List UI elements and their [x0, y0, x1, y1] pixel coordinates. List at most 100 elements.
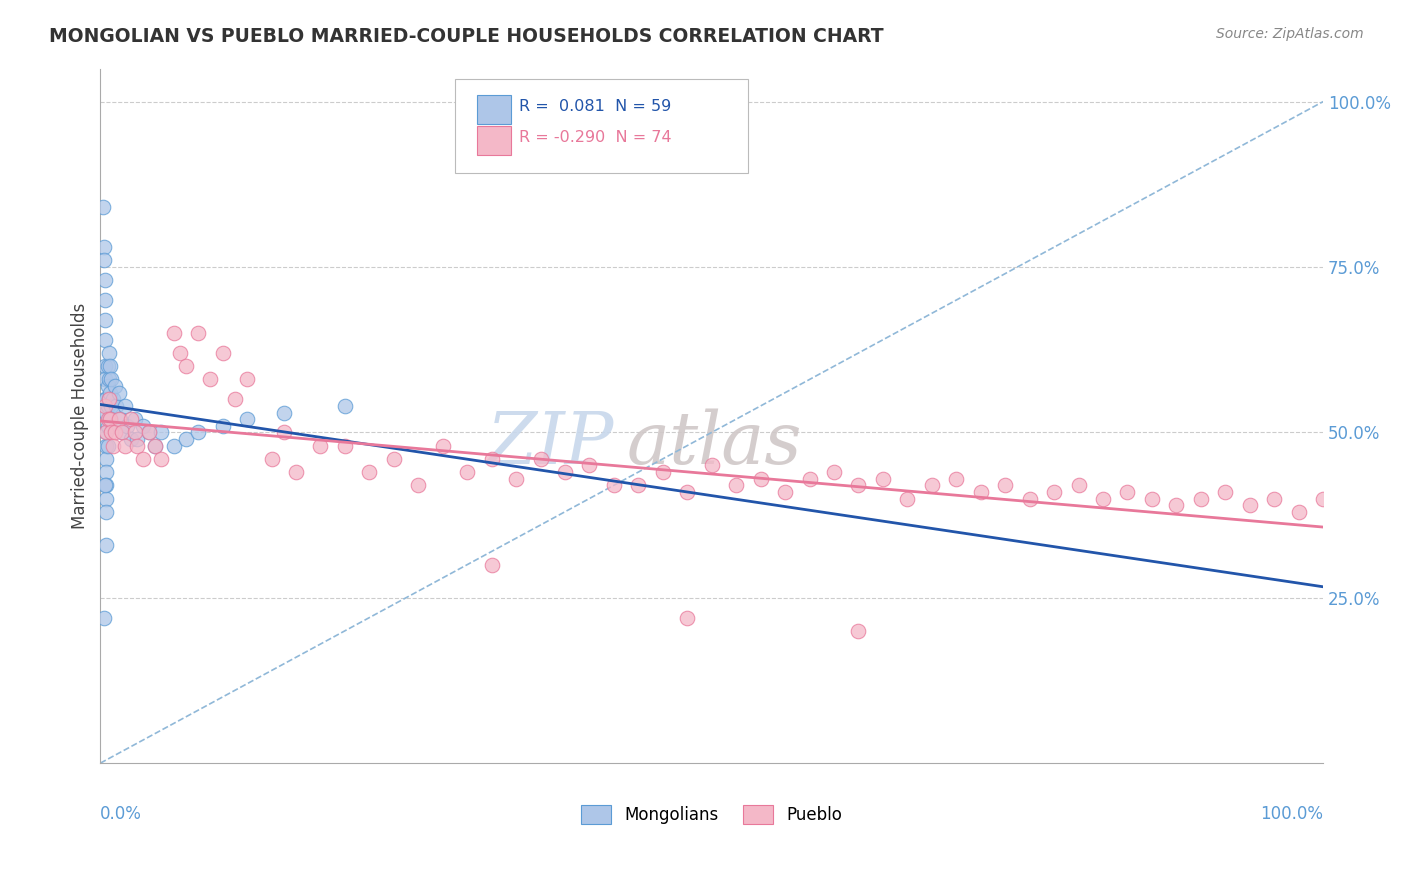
Legend: Mongolians, Pueblo: Mongolians, Pueblo — [581, 805, 842, 824]
Point — [94, 399, 117, 413]
Point — [145, 439, 167, 453]
Point — [823, 465, 845, 479]
Point — [100, 372, 122, 386]
Text: R =  0.081  N = 59: R = 0.081 N = 59 — [519, 99, 671, 114]
Point — [97, 418, 120, 433]
Point — [921, 478, 943, 492]
Point — [97, 359, 120, 374]
Point — [554, 465, 576, 479]
Point — [100, 399, 122, 413]
Point — [132, 418, 155, 433]
Point — [1043, 484, 1066, 499]
Point — [93, 240, 115, 254]
Point — [96, 405, 118, 419]
Point — [1263, 491, 1285, 506]
Point — [309, 439, 332, 453]
Point — [105, 399, 128, 413]
Point — [96, 538, 118, 552]
Point — [150, 451, 173, 466]
Point — [224, 392, 246, 407]
Point — [94, 478, 117, 492]
Point — [100, 425, 122, 440]
Point — [1288, 505, 1310, 519]
Point — [91, 201, 114, 215]
Point — [97, 346, 120, 360]
Point — [94, 293, 117, 307]
Point — [273, 425, 295, 440]
Point — [104, 379, 127, 393]
Point — [96, 451, 118, 466]
Point — [94, 333, 117, 347]
Point — [97, 412, 120, 426]
Point — [627, 478, 650, 492]
Point — [603, 478, 626, 492]
Point — [578, 458, 600, 473]
Point — [93, 610, 115, 624]
Point — [101, 418, 124, 433]
Point — [98, 385, 121, 400]
Point — [94, 392, 117, 407]
Point — [97, 439, 120, 453]
Point — [529, 451, 551, 466]
FancyBboxPatch shape — [477, 126, 512, 155]
Point — [1213, 484, 1236, 499]
Point — [101, 392, 124, 407]
Point — [651, 465, 673, 479]
Point — [1067, 478, 1090, 492]
Point — [96, 439, 118, 453]
Point — [200, 372, 222, 386]
Point — [359, 465, 381, 479]
Point — [108, 412, 131, 426]
Point — [773, 484, 796, 499]
Point — [96, 505, 118, 519]
Point — [114, 439, 136, 453]
Point — [333, 439, 356, 453]
Point — [945, 472, 967, 486]
Text: atlas: atlas — [626, 409, 801, 479]
Point — [125, 439, 148, 453]
Point — [111, 425, 134, 440]
Text: ZIP: ZIP — [486, 409, 614, 479]
Point — [187, 425, 209, 440]
Point — [145, 439, 167, 453]
Point — [124, 412, 146, 426]
Point — [285, 465, 308, 479]
Point — [994, 478, 1017, 492]
Point — [676, 484, 699, 499]
Point — [725, 478, 748, 492]
Point — [97, 379, 120, 393]
Point — [1189, 491, 1212, 506]
Point — [120, 412, 142, 426]
Point — [163, 439, 186, 453]
Point — [236, 372, 259, 386]
Point — [236, 412, 259, 426]
Point — [676, 610, 699, 624]
Point — [406, 478, 429, 492]
Point — [174, 432, 197, 446]
Point — [111, 425, 134, 440]
Point — [1239, 498, 1261, 512]
Point — [211, 418, 233, 433]
Point — [138, 425, 160, 440]
Point — [96, 425, 118, 440]
Point — [97, 412, 120, 426]
Point — [107, 412, 129, 426]
Point — [114, 399, 136, 413]
Point — [1116, 484, 1139, 499]
Text: 100.0%: 100.0% — [1260, 805, 1323, 822]
Point — [260, 451, 283, 466]
Point — [120, 432, 142, 446]
Y-axis label: Married-couple Households: Married-couple Households — [72, 302, 89, 529]
Point — [456, 465, 478, 479]
Point — [93, 253, 115, 268]
Point — [138, 425, 160, 440]
Point — [150, 425, 173, 440]
Point — [107, 385, 129, 400]
Point — [94, 273, 117, 287]
Point — [94, 313, 117, 327]
Point — [94, 359, 117, 374]
Point — [174, 359, 197, 374]
FancyBboxPatch shape — [477, 95, 512, 124]
Point — [96, 425, 118, 440]
Point — [117, 418, 139, 433]
